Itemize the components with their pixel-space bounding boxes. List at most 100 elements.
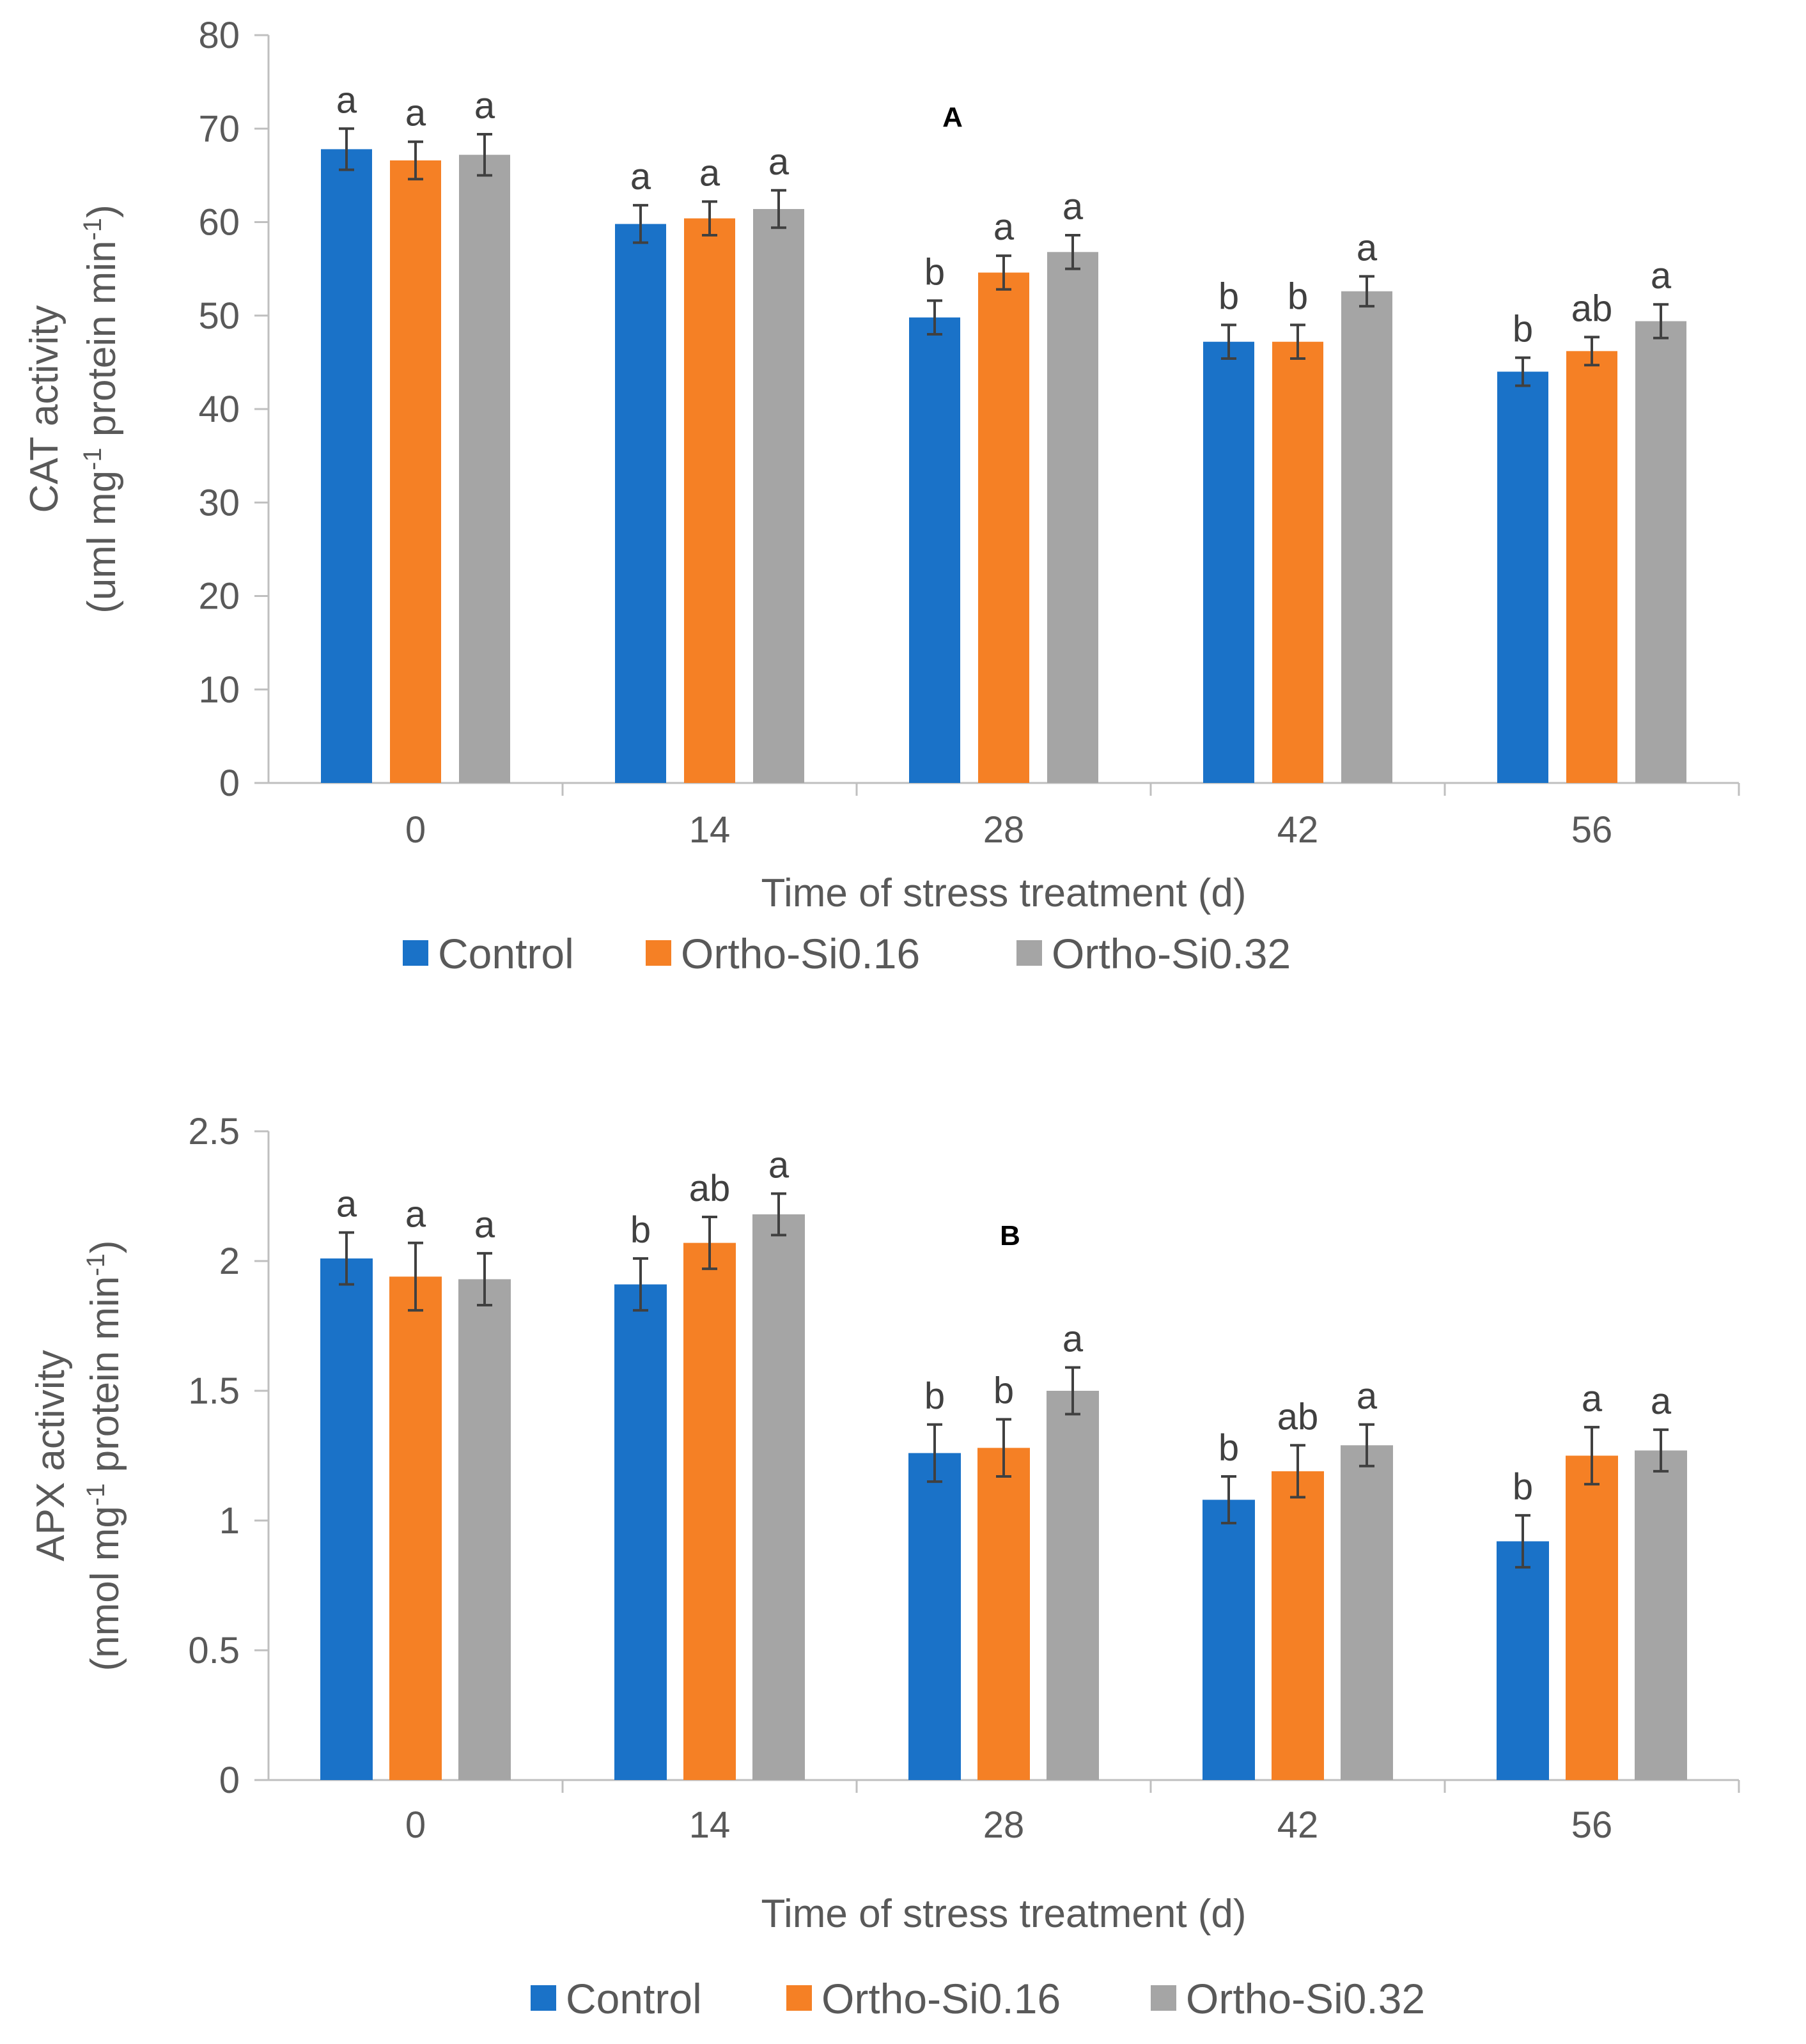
a-y-axis-title-part: protein min	[80, 240, 124, 447]
a-significance-letter: b	[1288, 275, 1308, 317]
a-x-tick-label: 14	[689, 809, 731, 851]
b-significance-letter: ab	[689, 1168, 731, 1209]
b-bar-control	[320, 1258, 373, 1780]
b-significance-letter: a	[405, 1194, 426, 1235]
a-significance-letter: a	[474, 85, 495, 127]
a-significance-letter: a	[630, 156, 651, 197]
a-significance-letter: a	[768, 141, 790, 183]
a-significance-letter: b	[1218, 275, 1239, 317]
b-y-axis-title-line2: (nmol mg-1 protein min-1)	[82, 1240, 127, 1671]
b-x-tick-label: 56	[1571, 1804, 1613, 1846]
b-significance-letter: a	[474, 1204, 495, 1246]
b-bar-control	[614, 1284, 667, 1780]
a-legend-swatch	[403, 940, 428, 966]
a-bar-ortho-si0-32	[753, 209, 804, 783]
b-significance-letter: a	[1651, 1381, 1672, 1422]
b-bar-ortho-si0-16	[1272, 1471, 1324, 1780]
a-significance-letter: ab	[1571, 288, 1613, 329]
b-y-axis-title-line1: APX activity	[29, 1350, 73, 1561]
b-x-tick-label: 42	[1277, 1804, 1319, 1846]
a-significance-letter: a	[1357, 227, 1378, 268]
a-significance-letter: b	[924, 251, 945, 293]
a-bar-ortho-si0-16	[684, 218, 735, 783]
b-significance-letter: a	[1357, 1375, 1378, 1417]
a-bar-ortho-si0-16	[978, 272, 1029, 784]
b-bar-ortho-si0-16	[683, 1243, 736, 1780]
a-significance-letter: a	[336, 79, 357, 121]
b-significance-letter: a	[768, 1144, 790, 1186]
a-bar-ortho-si0-16	[1566, 351, 1617, 783]
a-y-axis-title-line2: (uml mg-1 protein min-1)	[79, 205, 124, 614]
a-y-axis-title-part: -1	[79, 447, 107, 470]
b-bar-ortho-si0-16	[389, 1276, 442, 1780]
b-legend-swatch	[786, 1985, 812, 2011]
b-x-tick-label: 0	[405, 1804, 426, 1846]
b-y-tick-label: 1	[219, 1500, 240, 1542]
b-significance-letter: b	[1513, 1466, 1533, 1508]
b-y-axis-title-part: protein min	[83, 1276, 127, 1483]
b-y-axis-title-part: -1	[82, 1253, 110, 1276]
a-y-tick-label: 60	[198, 202, 240, 244]
a-bar-control	[1203, 341, 1254, 783]
a-y-tick-label: 10	[198, 669, 240, 711]
a-bar-ortho-si0-32	[1341, 291, 1392, 784]
b-y-axis-title-part: -1	[82, 1483, 110, 1506]
b-significance-letter: ab	[1277, 1396, 1319, 1437]
b-significance-letter: a	[336, 1183, 357, 1225]
a-bar-control	[321, 149, 372, 784]
b-x-axis-title: Time of stress treatment (d)	[761, 1892, 1246, 1936]
a-bar-control	[615, 224, 666, 783]
b-y-tick-label: 0.5	[188, 1630, 240, 1671]
a-legend-label: Ortho-Si0.16	[681, 930, 920, 977]
a-x-axis-title: Time of stress treatment (d)	[761, 871, 1246, 915]
a-significance-letter: a	[405, 93, 426, 134]
a-legend-label: Ortho-Si0.32	[1052, 930, 1291, 977]
b-y-tick-label: 2	[219, 1241, 240, 1282]
b-y-tick-label: 1.5	[188, 1370, 240, 1412]
a-bar-control	[909, 317, 960, 783]
a-y-tick-label: 20	[198, 576, 240, 617]
a-x-tick-label: 28	[983, 809, 1025, 851]
a-y-tick-label: 40	[198, 389, 240, 430]
b-bar-ortho-si0-32	[1635, 1450, 1687, 1780]
b-bar-ortho-si0-32	[752, 1214, 805, 1780]
a-bar-ortho-si0-32	[459, 155, 510, 783]
a-y-tick-label: 70	[198, 108, 240, 150]
a-x-tick-label: 56	[1571, 809, 1613, 851]
b-significance-letter: b	[924, 1375, 945, 1417]
a-significance-letter: a	[1063, 186, 1084, 228]
a-bar-ortho-si0-16	[1272, 341, 1323, 783]
a-legend-swatch	[1016, 940, 1042, 966]
b-bar-control	[1497, 1541, 1549, 1780]
b-bar-ortho-si0-32	[458, 1279, 511, 1780]
a-significance-letter: a	[699, 152, 720, 194]
a-bar-ortho-si0-32	[1635, 321, 1686, 783]
b-significance-letter: a	[1063, 1318, 1084, 1359]
b-x-tick-label: 14	[689, 1804, 731, 1846]
b-significance-letter: b	[1218, 1427, 1239, 1469]
b-x-tick-label: 28	[983, 1804, 1025, 1846]
b-significance-letter: b	[993, 1370, 1014, 1412]
b-legend-label: Ortho-Si0.32	[1186, 1975, 1425, 2022]
b-panel-label: B	[1000, 1220, 1020, 1251]
a-y-tick-label: 50	[198, 295, 240, 337]
a-bar-control	[1497, 371, 1548, 783]
a-significance-letter: a	[1651, 255, 1672, 297]
b-legend-label: Control	[566, 1975, 702, 2022]
b-y-axis-title-part: )	[83, 1240, 127, 1253]
a-bar-ortho-si0-32	[1047, 252, 1098, 783]
b-y-tick-label: 0	[219, 1760, 240, 1801]
a-x-tick-label: 42	[1277, 809, 1319, 851]
b-legend-swatch	[531, 1985, 556, 2011]
a-y-tick-label: 80	[198, 15, 240, 56]
b-bar-ortho-si0-16	[977, 1448, 1030, 1780]
a-legend-swatch	[646, 940, 671, 966]
b-legend-label: Ortho-Si0.16	[821, 1975, 1061, 2022]
b-bar-ortho-si0-16	[1566, 1455, 1618, 1780]
a-bar-ortho-si0-16	[390, 160, 441, 784]
a-y-axis-title-part: -1	[79, 218, 107, 241]
a-significance-letter: b	[1513, 309, 1533, 350]
b-bar-ortho-si0-32	[1341, 1445, 1393, 1780]
